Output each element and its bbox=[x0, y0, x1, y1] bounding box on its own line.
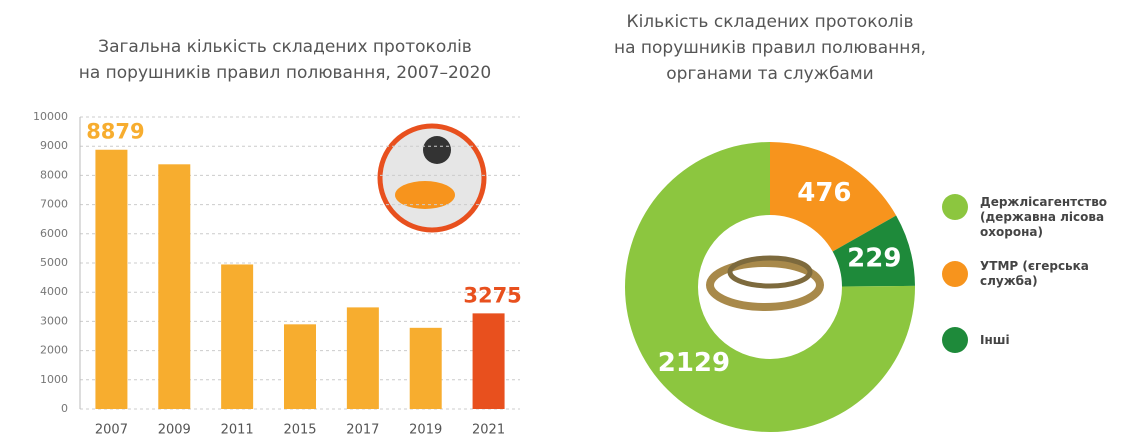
bar bbox=[221, 264, 254, 409]
chart-title: Загальна кількість складених протоколів bbox=[98, 37, 472, 57]
pie-slice bbox=[770, 142, 897, 252]
data-label: 3275 bbox=[463, 283, 521, 307]
x-tick-label: 2007 bbox=[95, 423, 128, 438]
y-tick-label: 4000 bbox=[40, 285, 68, 298]
data-label: 2129 bbox=[658, 348, 730, 378]
chart-title: на порушників правил полювання, 2007–202… bbox=[79, 63, 492, 83]
legend-label: Інші bbox=[980, 333, 1010, 347]
legend-label: Держлісагентство (державна лісова охорон… bbox=[980, 195, 1108, 239]
y-tick-label: 10000 bbox=[33, 110, 68, 123]
moose-icon bbox=[377, 123, 487, 233]
chart-title: на порушників правил полювання, bbox=[614, 38, 926, 58]
x-tick-label: 2011 bbox=[221, 423, 254, 438]
x-tick-label: 2021 bbox=[472, 423, 505, 438]
pie-slice bbox=[832, 215, 915, 287]
pie-slice bbox=[625, 142, 915, 432]
y-tick-label: 6000 bbox=[40, 227, 68, 240]
bar bbox=[95, 149, 128, 409]
bar bbox=[158, 164, 191, 409]
bar bbox=[409, 327, 442, 409]
bar bbox=[284, 324, 316, 409]
chart-title: Кількість складених протоколів bbox=[627, 12, 914, 32]
x-tick-label: 2009 bbox=[158, 423, 191, 438]
x-tick-label: 2019 bbox=[409, 423, 442, 438]
x-tick-label: 2017 bbox=[346, 423, 379, 438]
y-tick-label: 3000 bbox=[40, 314, 68, 327]
x-tick-label: 2015 bbox=[283, 423, 316, 438]
legend-label: УТМР (єгерська служба) bbox=[980, 259, 1089, 288]
y-tick-label: 0 bbox=[61, 402, 68, 415]
y-tick-label: 9000 bbox=[40, 139, 68, 152]
y-tick-label: 1000 bbox=[40, 373, 68, 386]
data-label: 476 bbox=[797, 178, 851, 208]
y-tick-label: 2000 bbox=[40, 344, 68, 357]
chart-title: органами та службами bbox=[666, 64, 873, 84]
data-label: 8879 bbox=[86, 120, 144, 144]
y-tick-label: 5000 bbox=[40, 256, 68, 269]
bar bbox=[346, 307, 379, 409]
legend-swatch bbox=[942, 194, 968, 220]
data-label: 229 bbox=[847, 244, 901, 274]
y-tick-label: 7000 bbox=[40, 198, 68, 211]
bar bbox=[472, 313, 505, 409]
legend-swatch bbox=[942, 261, 968, 287]
y-tick-label: 8000 bbox=[40, 168, 68, 181]
trap-image bbox=[706, 255, 824, 311]
legend-swatch bbox=[942, 327, 968, 353]
